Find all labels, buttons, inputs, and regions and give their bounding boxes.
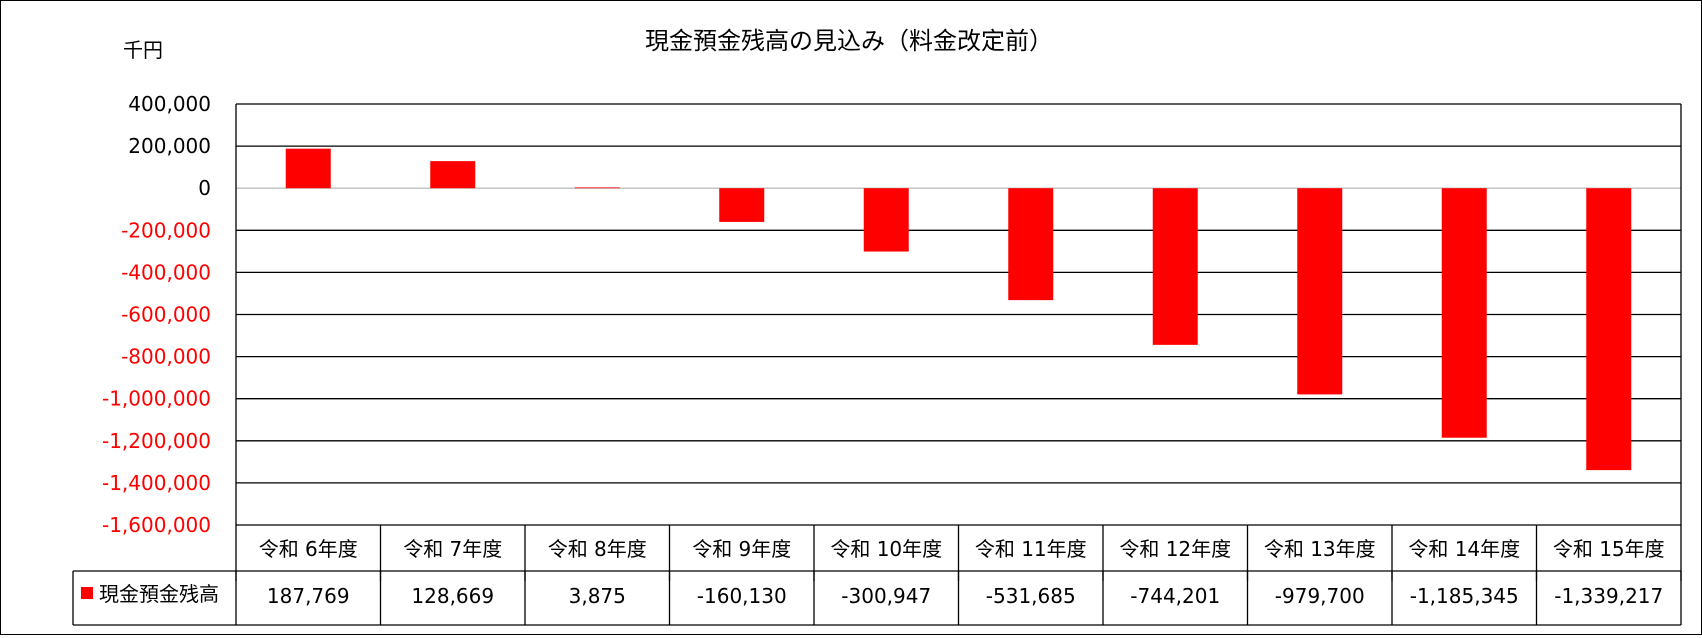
category-label: 令和 11年度 — [975, 537, 1087, 561]
y-tick-label: -1,600,000 — [102, 513, 211, 537]
y-tick-label: -400,000 — [121, 260, 211, 284]
category-label: 令和 8年度 — [548, 537, 647, 561]
bar — [1441, 188, 1487, 438]
bar — [1152, 188, 1198, 345]
value-label: -744,201 — [1130, 584, 1220, 608]
value-label: -531,685 — [986, 584, 1076, 608]
value-label: 3,875 — [569, 584, 626, 608]
y-unit-label: 千円 — [123, 38, 163, 62]
bar — [863, 188, 909, 252]
bar — [1297, 188, 1343, 395]
y-tick-label: 200,000 — [128, 134, 211, 158]
category-label: 令和 7年度 — [403, 537, 502, 561]
y-tick-label: -800,000 — [121, 345, 211, 369]
bar — [1586, 188, 1632, 471]
value-label: -1,339,217 — [1554, 584, 1663, 608]
category-label: 令和 12年度 — [1119, 537, 1231, 561]
legend-swatch — [81, 587, 93, 599]
y-tick-label: 400,000 — [128, 92, 211, 116]
bar — [574, 187, 620, 189]
y-tick-label: -600,000 — [121, 303, 211, 327]
category-label: 令和 6年度 — [259, 537, 358, 561]
value-label: 128,669 — [411, 584, 494, 608]
bars-layer — [285, 148, 1632, 471]
value-label: -300,947 — [841, 584, 931, 608]
bar — [1008, 188, 1054, 301]
y-tick-labels: 400,000 200,000 0 -200,000 -400,000 -600,000 -… — [102, 92, 211, 537]
value-label: -979,700 — [1275, 584, 1365, 608]
bar — [719, 188, 765, 222]
category-label: 令和 15年度 — [1553, 537, 1665, 561]
y-tick-label: -1,000,000 — [102, 387, 211, 411]
value-label: -1,185,345 — [1410, 584, 1519, 608]
category-label: 令和 10年度 — [830, 537, 942, 561]
chart-title: 現金預金残高の見込み（料金改定前） — [645, 27, 1053, 55]
bar — [285, 148, 331, 189]
y-tick-label: -1,400,000 — [102, 471, 211, 495]
y-tick-label: -1,200,000 — [102, 429, 211, 453]
grid-layer — [235, 103, 1682, 581]
category-label: 令和 13年度 — [1264, 537, 1376, 561]
category-label: 令和 9年度 — [692, 537, 791, 561]
legend-series-name: 現金預金残高 — [99, 582, 219, 606]
bar — [430, 161, 476, 189]
y-tick-label: -200,000 — [121, 218, 211, 242]
category-label: 令和 14年度 — [1408, 537, 1520, 561]
value-label: -160,130 — [697, 584, 787, 608]
value-label: 187,769 — [267, 584, 350, 608]
data-table: 令和 6年度 令和 7年度 令和 8年度 令和 9年度 令和 10年度 令和 11年度 令和… — [72, 525, 1682, 626]
y-tick-label: 0 — [198, 176, 211, 200]
